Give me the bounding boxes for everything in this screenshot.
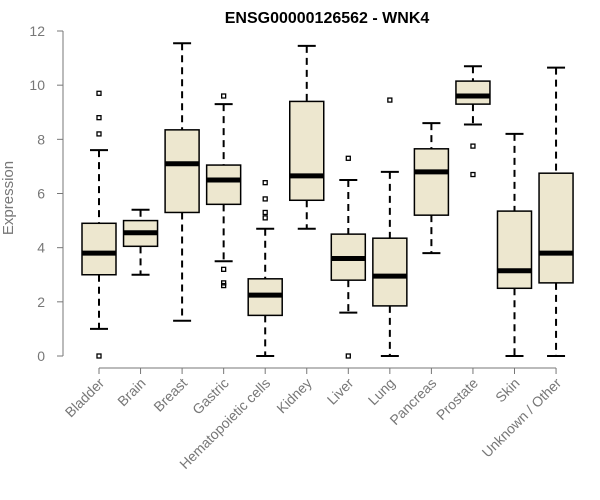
- iqr-box: [455, 80, 491, 105]
- box-breast: [164, 42, 200, 322]
- x-tick-label: Breast: [150, 375, 190, 415]
- iqr-box: [289, 100, 325, 202]
- box-pancreas: [413, 122, 450, 255]
- y-tick-label: 0: [37, 348, 45, 364]
- box-kidney: [289, 44, 325, 230]
- outlier-point: [96, 115, 102, 121]
- outlier-point: [96, 353, 102, 359]
- box-prostate: [455, 65, 491, 178]
- outlier-point: [262, 209, 268, 216]
- outlier-point: [262, 196, 268, 202]
- box-lung: [372, 97, 408, 357]
- y-tick-label: 4: [37, 240, 45, 256]
- boxes-group: [81, 42, 574, 359]
- iqr-box: [205, 164, 242, 206]
- outlier-point: [262, 180, 268, 186]
- y-axis: 0 2 4 6 8 10 12: [29, 23, 64, 364]
- outlier-point: [220, 282, 227, 289]
- iqr-box: [538, 172, 574, 284]
- outlier-point: [96, 90, 102, 96]
- chart-title: ENSG00000126562 - WNK4: [225, 10, 430, 27]
- x-tick-label: Prostate: [433, 375, 481, 423]
- iqr-box: [413, 148, 450, 216]
- y-tick-label: 10: [29, 77, 45, 93]
- box-skin: [496, 132, 533, 357]
- outlier-point: [262, 215, 268, 221]
- x-tick-label: Liver: [324, 375, 357, 408]
- y-axis-label: Expression: [0, 161, 17, 235]
- outlier-point: [387, 97, 393, 103]
- box-gastric: [205, 93, 242, 289]
- outlier-point: [470, 171, 476, 178]
- x-tick-label: Brain: [114, 375, 148, 409]
- box-brain: [122, 208, 159, 276]
- y-tick-label: 2: [37, 294, 45, 310]
- box-liver: [330, 155, 367, 359]
- x-tick-label: Bladder: [62, 375, 108, 421]
- outlier-point: [345, 353, 351, 359]
- iqr-box: [164, 129, 200, 214]
- outlier-point: [470, 143, 476, 149]
- iqr-box: [372, 237, 408, 307]
- outlier-point: [345, 155, 351, 161]
- outlier-point: [96, 131, 102, 137]
- x-tick-label: Kidney: [273, 375, 315, 417]
- outlier-point: [220, 93, 227, 99]
- outlier-point: [220, 266, 227, 272]
- box-bladder: [81, 90, 117, 359]
- y-tick-label: 12: [29, 23, 45, 39]
- y-tick-label: 8: [37, 131, 45, 147]
- x-tick-label: Skin: [492, 375, 523, 406]
- iqr-box: [81, 222, 117, 276]
- outlier-point: [220, 280, 227, 286]
- x-tick-label: Unknown / Other: [479, 375, 565, 461]
- box-hematopoietic-cells: [247, 180, 283, 357]
- box-unknown-other: [538, 66, 574, 357]
- y-tick-label: 6: [37, 186, 45, 202]
- iqr-box: [496, 210, 533, 290]
- x-tick-label: Lung: [365, 375, 398, 408]
